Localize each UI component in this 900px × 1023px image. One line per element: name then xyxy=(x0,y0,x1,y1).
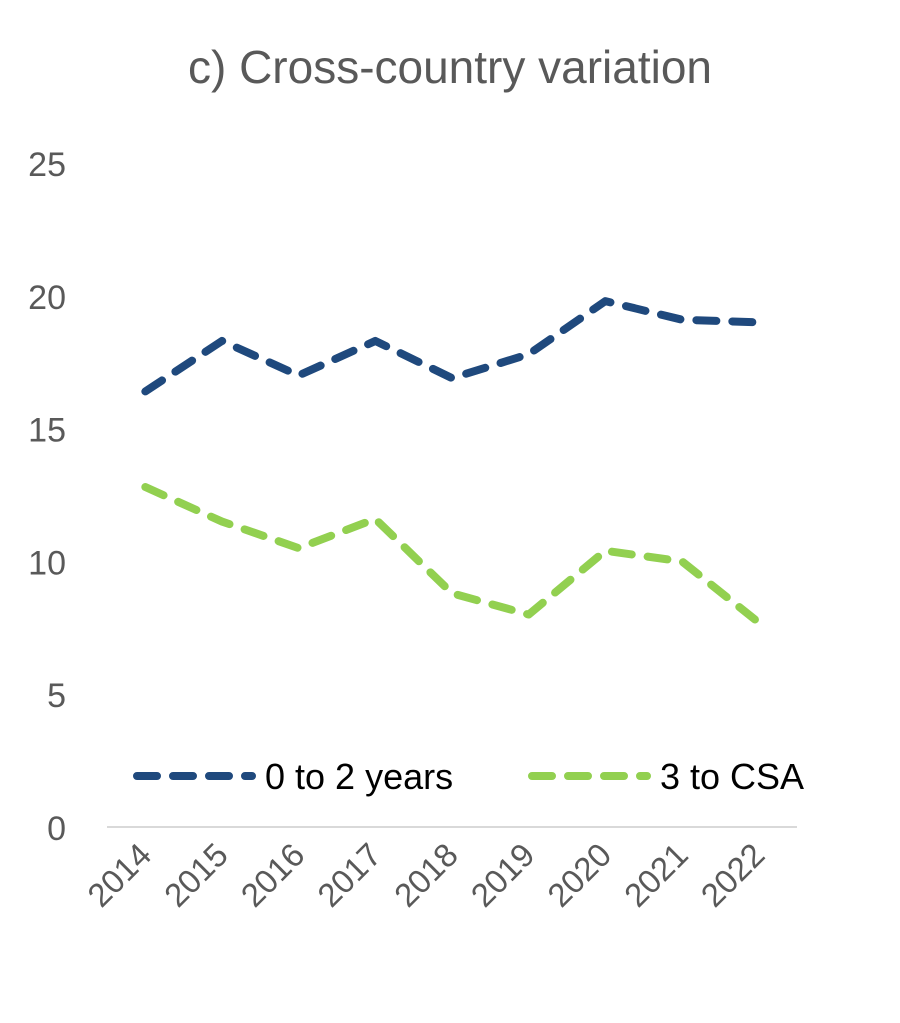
y-tick-label: 25 xyxy=(28,146,66,184)
x-tick-label: 2021 xyxy=(617,836,695,914)
x-tick-label: 2017 xyxy=(310,836,388,914)
x-tick-label: 2019 xyxy=(464,836,542,914)
y-tick-label: 5 xyxy=(47,677,66,715)
y-tick-label: 20 xyxy=(28,279,66,317)
x-tick-label: 2015 xyxy=(157,836,235,914)
chart-title: c) Cross-country variation xyxy=(187,41,713,93)
x-tick-label: 2018 xyxy=(387,836,465,914)
legend-label-1: 3 to CSA xyxy=(660,756,804,797)
series-line-1 xyxy=(141,483,763,627)
y-tick-label: 15 xyxy=(28,412,66,450)
x-tick-label: 2022 xyxy=(694,836,772,914)
x-tick-label: 2014 xyxy=(80,836,158,914)
series-line-0 xyxy=(141,297,763,396)
legend-label-0: 0 to 2 years xyxy=(265,756,453,797)
x-tick-label: 2020 xyxy=(540,836,618,914)
x-tick-label: 2016 xyxy=(234,836,312,914)
y-tick-label: 10 xyxy=(28,544,66,582)
y-tick-label: 0 xyxy=(47,810,66,848)
